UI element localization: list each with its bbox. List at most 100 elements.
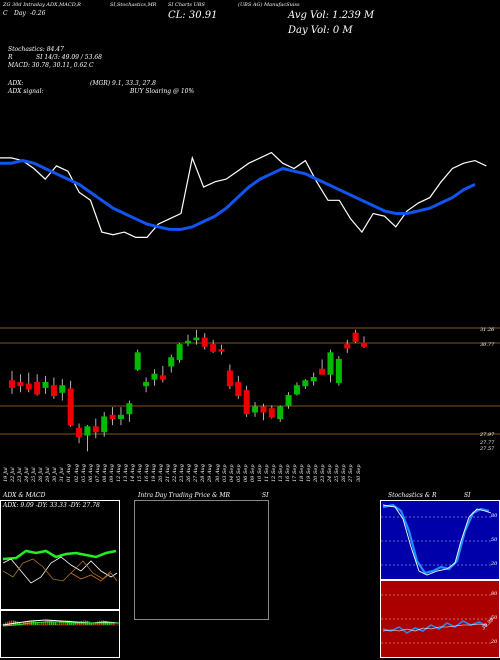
candle-body — [243, 390, 250, 415]
stoch-d-line — [382, 504, 492, 576]
macd-bar — [113, 622, 115, 625]
date-tick: 13 Sep — [277, 464, 284, 482]
date-tick: 19 Aug — [151, 464, 158, 482]
macd-bar — [45, 620, 47, 625]
intraday-panel-si: SI — [262, 492, 269, 499]
macd-bar — [109, 622, 111, 625]
adx-panel-title: ADX & MACD — [3, 492, 46, 499]
date-tick: 14 Aug — [129, 464, 136, 482]
candle — [243, 385, 250, 417]
candle — [185, 334, 191, 347]
date-tick: 23 Aug — [179, 464, 186, 482]
price-label-mid: 30.77 — [480, 342, 495, 348]
macd-bar — [61, 621, 63, 625]
date-tick: 30 Aug — [214, 464, 221, 482]
candle-body — [9, 380, 15, 388]
candle-body — [143, 381, 150, 387]
date-tick: 05 Aug — [80, 464, 87, 482]
candle — [293, 382, 300, 396]
macd-bar — [13, 620, 15, 625]
date-tick: 06 Aug — [87, 464, 94, 482]
date-tick: 23 Jul — [17, 467, 24, 482]
date-tick: 19 Sep — [306, 464, 313, 482]
axis-tick: 20 — [491, 561, 498, 567]
candle — [67, 380, 74, 427]
axis-tick: 20 — [491, 639, 498, 645]
date-tick: 17 Sep — [292, 464, 299, 482]
macd-bar — [95, 622, 97, 625]
candle-body — [260, 406, 267, 413]
macd-bar — [53, 621, 55, 625]
candle — [50, 377, 57, 399]
candle — [117, 407, 124, 426]
header-line1d: (UBS AG) ManufacSuiss — [238, 2, 300, 8]
date-tick: 07 Aug — [94, 464, 101, 482]
rsi-value: SI 14/3: 49.09 / 53.68 — [36, 54, 102, 61]
candle — [84, 425, 91, 452]
candle — [151, 369, 158, 386]
date-tick: 27 Sep — [348, 464, 355, 482]
adx-label: ADX: — [8, 80, 24, 87]
date-tick: 22 Jul — [10, 467, 17, 482]
date-tick: 20 Aug — [158, 464, 165, 482]
adx-di-plus-line — [2, 556, 118, 584]
candle-body — [361, 342, 367, 347]
date-tick: 24 Sep — [327, 464, 334, 482]
macd-bar — [35, 621, 37, 625]
macd-panel — [0, 610, 120, 658]
candle — [352, 329, 359, 343]
header-change: -0.26 — [30, 10, 46, 17]
candle-body — [352, 332, 359, 342]
candle-body — [335, 358, 342, 383]
date-tick: 26 Aug — [186, 464, 193, 482]
date-tick: 21 Aug — [165, 464, 172, 482]
candle-body — [193, 337, 200, 341]
date-tick: 31 Jul — [59, 467, 66, 482]
candle-body — [34, 381, 41, 395]
candle-body — [42, 381, 49, 388]
candle — [201, 333, 208, 350]
price-label-high: 31.26 — [480, 327, 495, 333]
date-tick: 06 Sep — [242, 464, 249, 482]
date-tick: 10 Sep — [256, 464, 263, 482]
rsi-line-2 — [382, 623, 488, 632]
candle-body — [285, 395, 292, 406]
macd-bar — [7, 621, 9, 625]
header-day-vol: Day Vol: 0 M — [288, 25, 353, 36]
candle-body — [319, 368, 326, 375]
candle-body — [226, 370, 233, 387]
candle-body — [17, 381, 24, 387]
candle-body — [252, 406, 259, 413]
macd-bar — [39, 623, 41, 625]
reference-lines — [0, 327, 500, 435]
candle-body — [176, 344, 183, 360]
adx-panel-values: ADX: 9.09 -DY: 33.33 -DY: 27.78 — [3, 502, 100, 509]
candle — [210, 339, 217, 353]
header-day-label: Day — [14, 10, 26, 17]
candle — [9, 370, 15, 394]
macd-bar — [47, 620, 49, 625]
price-label-low2: 27.77 — [480, 440, 495, 446]
candle — [327, 349, 334, 383]
stoch-panel-title: Stochastics & R — [388, 492, 437, 499]
candle-body — [50, 385, 57, 397]
chart-header: ZG 30d Intraday ADX,MACD,R — [3, 2, 81, 8]
date-tick: 24 Jul — [24, 467, 31, 482]
date-tick: 13 Aug — [122, 464, 129, 482]
axis-tick: 50 — [491, 537, 498, 543]
candle — [59, 379, 66, 401]
macd-bar — [11, 620, 13, 625]
macd-bar — [111, 623, 113, 625]
stochastics-panel: 80 50 20 — [380, 500, 500, 580]
macd-bar — [91, 622, 93, 625]
candle — [285, 392, 292, 409]
macd-bar — [75, 623, 77, 625]
date-tick: 25 Jul — [31, 467, 38, 482]
macd-bar — [3, 623, 5, 625]
candle — [277, 405, 284, 422]
candle — [101, 412, 108, 437]
date-tick: 22 Aug — [172, 464, 179, 482]
candle — [268, 405, 275, 419]
candle — [344, 339, 351, 353]
candle-body — [327, 352, 334, 375]
